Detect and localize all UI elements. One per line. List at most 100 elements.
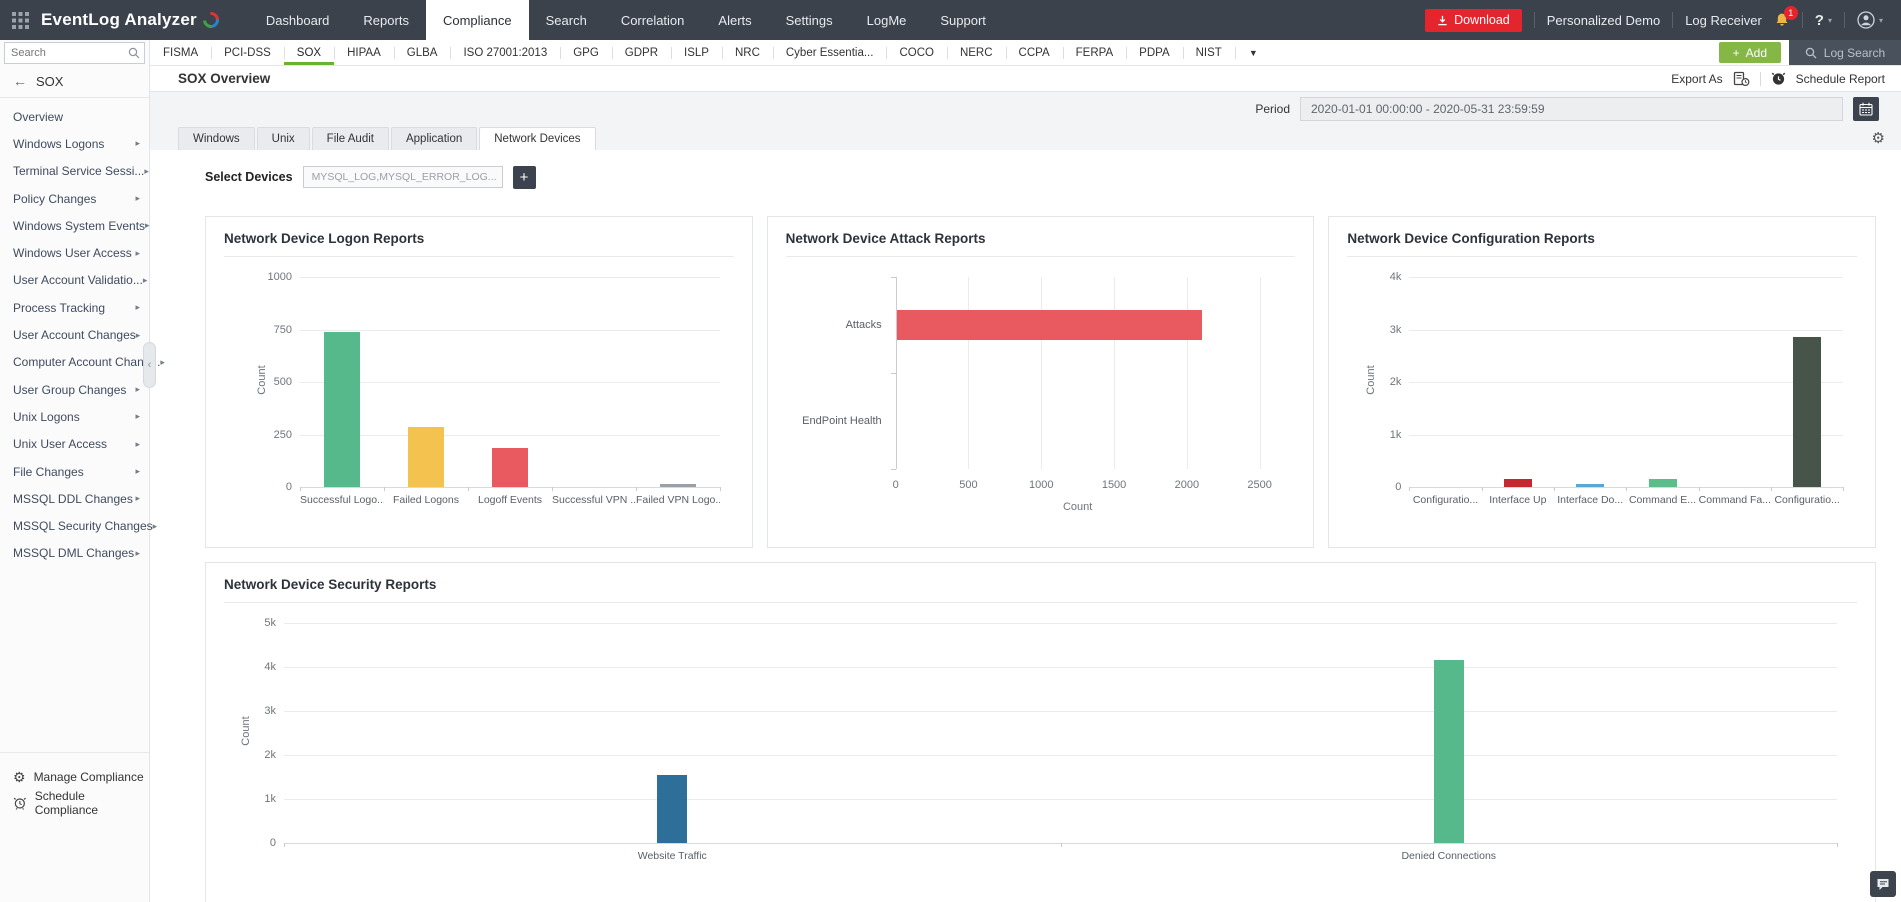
bar-failed-logons[interactable] <box>408 427 444 487</box>
nav-item-dashboard[interactable]: Dashboard <box>265 12 330 28</box>
download-button[interactable]: Download <box>1425 8 1522 32</box>
bar-denied-connections[interactable] <box>1433 660 1464 843</box>
gridline <box>1041 277 1043 469</box>
tab-windows[interactable]: Windows <box>178 127 255 150</box>
bar-website-traffic[interactable] <box>657 774 688 843</box>
nav-item-settings[interactable]: Settings <box>785 12 833 28</box>
chat-widget-button[interactable] <box>1870 871 1896 897</box>
settings-gear-icon[interactable]: ⚙ <box>1871 129 1885 147</box>
download-icon <box>1438 15 1447 25</box>
compliance-tab-cyber-essentia-[interactable]: Cyber Essentia... <box>772 40 887 65</box>
user-menu[interactable]: ▾ <box>1857 11 1883 29</box>
compliance-tab-sox[interactable]: SOX <box>283 40 334 65</box>
sidebar-item-process-tracking[interactable]: Process Tracking ▸ <box>0 294 149 321</box>
nav-personalized-demo[interactable]: Personalized Demo <box>1546 12 1661 28</box>
sidebar-item-user-account-validatio-[interactable]: User Account Validatio... ▸ <box>0 267 149 294</box>
sidebar-item-overview[interactable]: Overview <box>0 103 149 130</box>
chart-network-device-logon-reports: Count 0 250 500 750 1000 Successful Logo... Fai… <box>224 257 734 533</box>
bar-configuratio-[interactable] <box>1793 337 1822 487</box>
export-as-button[interactable]: Export As <box>1671 71 1723 86</box>
nav-item-alerts[interactable]: Alerts <box>718 12 752 28</box>
compliance-tab-hipaa[interactable]: HIPAA <box>334 40 394 65</box>
tab-unix[interactable]: Unix <box>256 127 310 150</box>
compliance-tab-nist[interactable]: NIST <box>1182 40 1235 65</box>
compliance-tab-gpg[interactable]: GPG <box>560 40 612 65</box>
sidebar-search <box>4 42 145 64</box>
nav-item-compliance[interactable]: Compliance <box>425 0 529 40</box>
add-button[interactable]: + Add <box>1718 42 1781 63</box>
more-compliance-dropdown[interactable]: ▼ <box>1234 40 1272 65</box>
y-axis-tick: 500 <box>273 376 292 388</box>
chevron-right-icon: ▸ <box>135 466 140 476</box>
nav-item-correlation[interactable]: Correlation <box>620 12 685 28</box>
alarm-icon <box>13 797 26 810</box>
compliance-tab-pdpa[interactable]: PDPA <box>1126 40 1182 65</box>
tab-application[interactable]: Application <box>390 127 478 150</box>
compliance-tab-ccpa[interactable]: CCPA <box>1005 40 1063 65</box>
sidebar-item-computer-account-chang-[interactable]: Computer Account Chang... ▸ <box>0 349 165 376</box>
nav-item-support[interactable]: Support <box>940 12 986 28</box>
plus-icon: + <box>1732 45 1740 60</box>
schedule-report-button[interactable]: Schedule Report <box>1795 71 1885 86</box>
compliance-tab-coco[interactable]: COCO <box>886 40 947 65</box>
sidebar-back[interactable]: ← SOX <box>0 64 149 98</box>
chart-card-network-device-logon-reports: Network Device Logon Reports Count 0 250 500… <box>205 216 753 548</box>
help-menu[interactable]: ? ▾ <box>1814 11 1832 29</box>
bar-successful-logo-[interactable] <box>324 331 360 487</box>
bar-logoff-events[interactable] <box>492 448 528 487</box>
sidebar-collapse-handle[interactable]: ‹ <box>143 342 156 388</box>
sidebar-item-mssql-ddl-changes[interactable]: MSSQL DDL Changes ▸ <box>0 485 149 512</box>
nav-item-logme[interactable]: LogMe <box>866 12 907 28</box>
compliance-tab-fisma[interactable]: FISMA <box>163 46 199 59</box>
compliance-tab-pci-dss[interactable]: PCI-DSS <box>211 40 284 65</box>
compliance-tab-gdpr[interactable]: GDPR <box>611 40 671 65</box>
compliance-tab-glba[interactable]: GLBA <box>393 40 451 65</box>
notifications-bell-icon[interactable]: 1 <box>1774 6 1798 28</box>
compliance-tab-ferpa[interactable]: FERPA <box>1062 40 1127 65</box>
nav-item-reports[interactable]: Reports <box>363 12 409 28</box>
sidebar-item-policy-changes[interactable]: Policy Changes ▸ <box>0 185 149 212</box>
chevron-right-icon: ▸ <box>135 547 140 558</box>
y-axis-tick: 1k <box>1389 428 1402 441</box>
compliance-tab-islp[interactable]: ISLP <box>671 40 722 65</box>
sidebar-item-mssql-security-changes[interactable]: MSSQL Security Changes ▸ <box>0 512 157 539</box>
period-input[interactable]: 2020-01-01 00:00:00 - 2020-05-31 23:59:5… <box>1300 97 1843 121</box>
bar-command-e-[interactable] <box>1648 479 1677 487</box>
y-axis-label: Attacks <box>845 319 882 331</box>
compliance-tab-iso-27001-2013[interactable]: ISO 27001:2013 <box>450 40 560 65</box>
sidebar-item-windows-logons[interactable]: Windows Logons ▸ <box>0 130 149 157</box>
bar-interface-up[interactable] <box>1503 479 1532 487</box>
nav-item-search[interactable]: Search <box>545 12 587 28</box>
add-device-button[interactable]: + <box>512 165 536 189</box>
x-axis-tick: 1500 <box>1101 479 1127 491</box>
sidebar-item-user-group-changes[interactable]: User Group Changes ▸ <box>0 376 149 403</box>
schedule-compliance-link[interactable]: Schedule Compliance <box>13 789 149 817</box>
schedule-report-icon[interactable] <box>1771 71 1786 86</box>
sidebar-item-unix-logons[interactable]: Unix Logons ▸ <box>0 403 149 430</box>
tab-network-devices[interactable]: Network Devices <box>479 127 596 150</box>
apps-grid-icon[interactable] <box>12 11 29 29</box>
tab-file-audit[interactable]: File Audit <box>311 127 389 150</box>
chart-network-device-security-reports: Count 0 1k 2k 3k 4k 5k Website Traffic Denied Co… <box>224 603 1857 902</box>
sidebar-item-unix-user-access[interactable]: Unix User Access ▸ <box>0 431 149 458</box>
bar-interface-do-[interactable] <box>1576 484 1605 487</box>
devices-input[interactable]: MYSQL_LOG,MYSQL_ERROR_LOG... <box>302 166 503 188</box>
sidebar-item-windows-system-events[interactable]: Windows System Events ▸ <box>0 212 150 239</box>
compliance-tab-nrc[interactable]: NRC <box>721 40 773 65</box>
calendar-button[interactable] <box>1853 97 1879 121</box>
sidebar-item-windows-user-access[interactable]: Windows User Access ▸ <box>0 239 149 266</box>
bar-attacks[interactable] <box>896 310 1203 340</box>
nav-log-receiver[interactable]: Log Receiver <box>1685 12 1762 28</box>
manage-compliance-link[interactable]: ⚙ Manage Compliance <box>13 769 144 785</box>
y-axis-tickmark <box>890 277 896 278</box>
sidebar-item-file-changes[interactable]: File Changes ▸ <box>0 458 149 485</box>
log-search-button[interactable]: Log Search <box>1789 40 1901 65</box>
sidebar-item-terminal-service-sessi-[interactable]: Terminal Service Sessi... ▸ <box>0 158 149 185</box>
export-icon[interactable] <box>1733 71 1750 87</box>
sidebar-item-user-account-changes[interactable]: User Account Changes ▸ <box>0 321 149 348</box>
chevron-right-icon: ▸ <box>135 329 141 340</box>
sidebar-item-mssql-dml-changes[interactable]: MSSQL DML Changes ▸ <box>0 540 149 567</box>
bar-failed-vpn-logo-[interactable] <box>660 483 696 487</box>
sidebar-search-input[interactable] <box>4 42 145 64</box>
compliance-tab-nerc[interactable]: NERC <box>946 40 1006 65</box>
